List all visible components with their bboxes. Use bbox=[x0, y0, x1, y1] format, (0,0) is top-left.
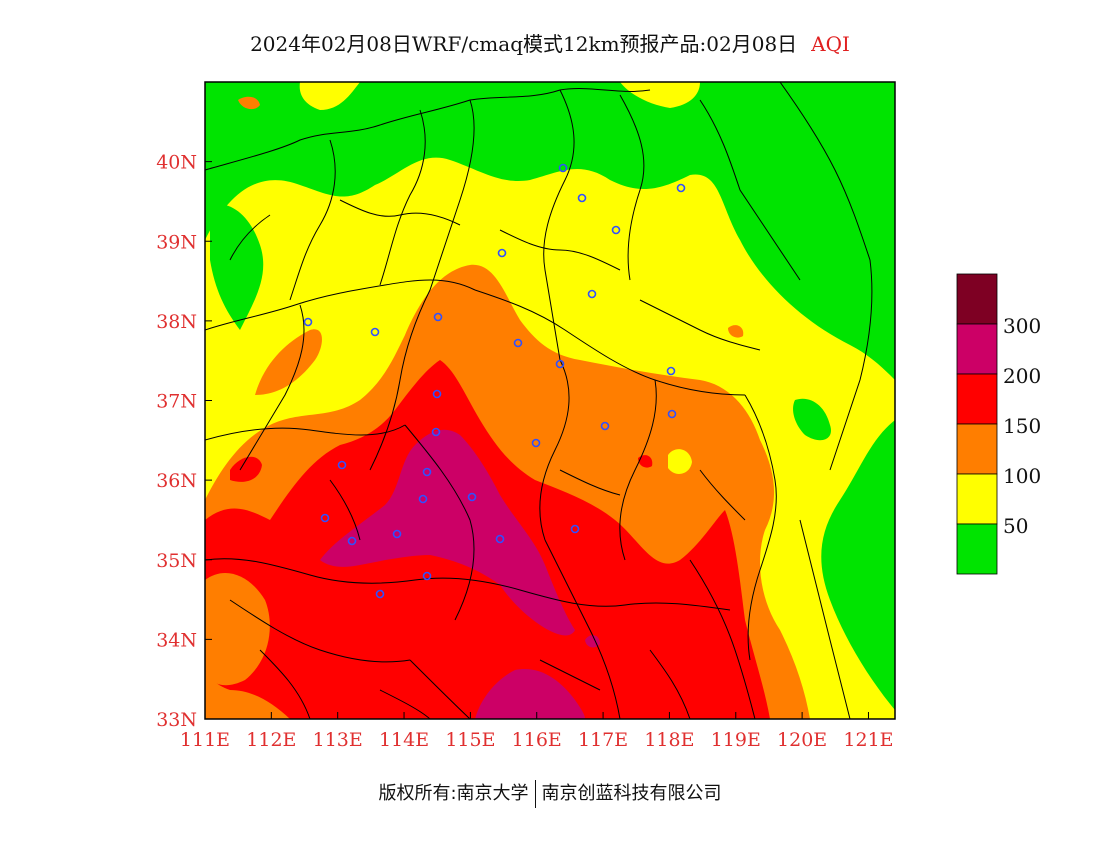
y-tick-label: 37N bbox=[156, 391, 197, 413]
y-tick-label: 36N bbox=[156, 470, 197, 492]
x-tick-label: 116E bbox=[512, 729, 562, 751]
legend-swatch-maroon bbox=[956, 273, 998, 325]
x-tick-label: 117E bbox=[578, 729, 628, 751]
aqi-yellow-north-patch2 bbox=[620, 82, 700, 108]
aqi-orange-small2 bbox=[728, 325, 744, 338]
legend-swatch-orange bbox=[956, 423, 998, 475]
aqi-purple-south bbox=[475, 669, 585, 719]
y-tick-label: 33N bbox=[156, 709, 197, 731]
circle-marker-icon bbox=[555, 359, 565, 369]
circle-marker-icon bbox=[600, 421, 610, 431]
legend-label-100: 100 bbox=[1003, 464, 1041, 488]
legend-label-200: 200 bbox=[1003, 364, 1041, 388]
x-tick-label: 121E bbox=[843, 729, 893, 751]
circle-marker-icon bbox=[497, 248, 507, 258]
x-tick-label: 115E bbox=[445, 729, 495, 751]
y-tick-label: 40N bbox=[156, 152, 197, 174]
aqi-purple-zone bbox=[320, 429, 575, 636]
legend-label-300: 300 bbox=[1003, 314, 1041, 338]
legend-swatch-yellow bbox=[956, 473, 998, 525]
aqi-green-northwest bbox=[210, 204, 264, 330]
circle-marker-icon bbox=[418, 494, 428, 504]
copyright: 版权所有:南京大学 南京创蓝科技有限公司 bbox=[0, 779, 1100, 808]
circle-marker-icon bbox=[392, 529, 402, 539]
aqi-red-small-east bbox=[638, 455, 653, 468]
aqi-green-east bbox=[821, 420, 895, 710]
circle-marker-icon bbox=[422, 571, 432, 581]
title-text: 2024年02月08日WRF/cmaq模式12km预报产品:02月08日 bbox=[250, 32, 798, 56]
aqi-green-north bbox=[205, 82, 895, 380]
aqi-orange-west-patch bbox=[255, 329, 322, 395]
circle-marker-icon bbox=[303, 317, 313, 327]
aqi-yellow-north-patch3 bbox=[290, 193, 360, 222]
station-markers bbox=[303, 163, 686, 599]
circle-marker-icon bbox=[667, 409, 677, 419]
circle-marker-icon bbox=[531, 438, 541, 448]
circle-marker-icon bbox=[433, 312, 443, 322]
y-axis: 33N 34N 35N 36N 37N 38N 39N 40N bbox=[156, 152, 212, 731]
legend-swatch-green bbox=[956, 523, 998, 575]
circle-marker-icon bbox=[676, 183, 686, 193]
x-tick-label: 112E bbox=[246, 729, 296, 751]
aqi-yellow-hole bbox=[668, 449, 692, 474]
aqi-orange-interior bbox=[205, 572, 270, 686]
circle-marker-icon bbox=[432, 389, 442, 399]
circle-marker-icon bbox=[570, 524, 580, 534]
circle-marker-icon bbox=[611, 225, 621, 235]
title-aqi: AQI bbox=[811, 32, 850, 56]
x-tick-label: 119E bbox=[711, 729, 761, 751]
legend-swatch-red bbox=[956, 373, 998, 425]
x-tick-label: 120E bbox=[777, 729, 827, 751]
aqi-fields bbox=[205, 82, 895, 719]
circle-marker-icon bbox=[587, 289, 597, 299]
x-tick-label: 113E bbox=[313, 729, 363, 751]
x-tick-label: 114E bbox=[379, 729, 429, 751]
circle-marker-icon bbox=[558, 163, 568, 173]
aqi-green-east-patch bbox=[793, 398, 831, 441]
circle-marker-icon bbox=[513, 338, 523, 348]
circle-marker-icon bbox=[337, 460, 347, 470]
copyright-left: 版权所有:南京大学 bbox=[378, 783, 529, 804]
copyright-separator bbox=[534, 780, 536, 808]
circle-marker-icon bbox=[375, 589, 385, 599]
map-title: 2024年02月08日WRF/cmaq模式12km预报产品:02月08日 AQI bbox=[0, 28, 1100, 57]
circle-marker-icon bbox=[467, 492, 477, 502]
circle-marker-icon bbox=[347, 536, 357, 546]
y-tick-label: 35N bbox=[156, 550, 197, 572]
copyright-right: 南京创蓝科技有限公司 bbox=[541, 783, 722, 804]
aqi-red-west-patch bbox=[230, 456, 262, 482]
circle-marker-icon bbox=[577, 193, 587, 203]
x-tick-label: 118E bbox=[644, 729, 694, 751]
legend-label-50: 50 bbox=[1003, 514, 1028, 538]
circle-marker-icon bbox=[666, 366, 676, 376]
legend-swatch-purple bbox=[956, 323, 998, 375]
circle-marker-icon bbox=[431, 427, 441, 437]
x-axis: 111E 112E 113E 114E 115E 116E 117E 118E 119E 120E… bbox=[180, 712, 894, 751]
circle-marker-icon bbox=[370, 327, 380, 337]
y-tick-label: 34N bbox=[156, 629, 197, 651]
circle-marker-icon bbox=[495, 534, 505, 544]
aqi-yellow-north-patch bbox=[299, 82, 360, 110]
y-tick-label: 38N bbox=[156, 311, 197, 333]
x-tick-label: 111E bbox=[180, 729, 230, 751]
aqi-purple-small bbox=[585, 635, 600, 648]
circle-marker-icon bbox=[422, 467, 432, 477]
circle-marker-icon bbox=[320, 513, 330, 523]
y-tick-label: 39N bbox=[156, 231, 197, 253]
legend-label-150: 150 bbox=[1003, 414, 1041, 438]
legend: 50 100 150 200 300 bbox=[956, 273, 1041, 575]
province-boundaries bbox=[205, 82, 873, 719]
aqi-orange-small1 bbox=[238, 96, 260, 110]
